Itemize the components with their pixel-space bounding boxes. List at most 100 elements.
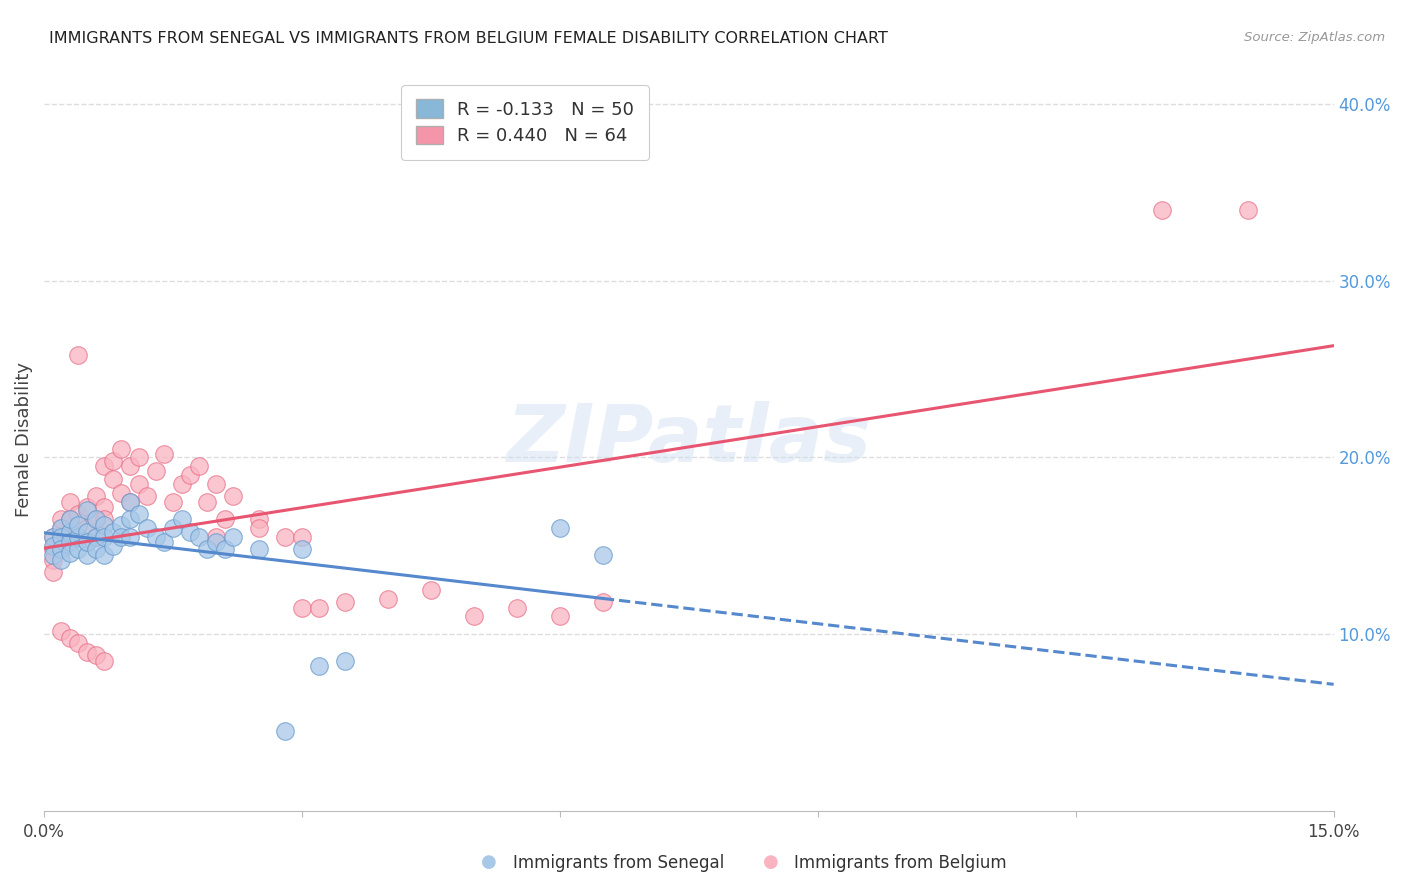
Point <box>145 530 167 544</box>
Point <box>110 442 132 456</box>
Point <box>308 659 330 673</box>
Point <box>67 507 90 521</box>
Point <box>170 512 193 526</box>
Point <box>110 485 132 500</box>
Point <box>274 724 297 739</box>
Point <box>187 459 209 474</box>
Point <box>120 512 142 526</box>
Point <box>93 654 115 668</box>
Point <box>84 512 107 526</box>
Point <box>41 566 63 580</box>
Point <box>84 512 107 526</box>
Point <box>59 631 82 645</box>
Point <box>291 542 314 557</box>
Point <box>51 530 73 544</box>
Point <box>51 553 73 567</box>
Point <box>93 530 115 544</box>
Point <box>162 494 184 508</box>
Point <box>136 489 159 503</box>
Point <box>128 476 150 491</box>
Point <box>76 521 98 535</box>
Point <box>76 645 98 659</box>
Point <box>59 535 82 549</box>
Point <box>41 530 63 544</box>
Y-axis label: Female Disability: Female Disability <box>15 362 32 517</box>
Point <box>128 450 150 465</box>
Point <box>59 512 82 526</box>
Point <box>41 530 63 544</box>
Point <box>120 459 142 474</box>
Point <box>247 521 270 535</box>
Point <box>205 535 228 549</box>
Point <box>101 471 124 485</box>
Point <box>93 517 115 532</box>
Text: ZIPatlas: ZIPatlas <box>506 401 872 479</box>
Point <box>84 530 107 544</box>
Point <box>51 542 73 557</box>
Point <box>377 591 399 606</box>
Point <box>51 530 73 544</box>
Point <box>120 530 142 544</box>
Point <box>205 476 228 491</box>
Point <box>247 542 270 557</box>
Point <box>291 600 314 615</box>
Point <box>110 530 132 544</box>
Point <box>197 542 219 557</box>
Point <box>67 348 90 362</box>
Point <box>222 489 245 503</box>
Point <box>162 521 184 535</box>
Point <box>179 468 201 483</box>
Point <box>187 530 209 544</box>
Legend: R = -0.133   N = 50, R = 0.440   N = 64: R = -0.133 N = 50, R = 0.440 N = 64 <box>401 85 648 160</box>
Point <box>67 530 90 544</box>
Point <box>1150 202 1173 217</box>
Text: IMMIGRANTS FROM SENEGAL VS IMMIGRANTS FROM BELGIUM FEMALE DISABILITY CORRELATION: IMMIGRANTS FROM SENEGAL VS IMMIGRANTS FR… <box>49 31 889 46</box>
Point <box>101 454 124 468</box>
Point <box>308 600 330 615</box>
Text: Source: ZipAtlas.com: Source: ZipAtlas.com <box>1244 31 1385 45</box>
Point <box>110 517 132 532</box>
Point <box>222 530 245 544</box>
Point <box>170 476 193 491</box>
Point <box>120 494 142 508</box>
Point <box>197 494 219 508</box>
Point <box>59 530 82 544</box>
Text: ●: ● <box>762 853 779 871</box>
Point <box>59 546 82 560</box>
Point <box>59 512 82 526</box>
Text: Immigrants from Belgium: Immigrants from Belgium <box>794 855 1007 872</box>
Point <box>76 548 98 562</box>
Point <box>41 539 63 553</box>
Point <box>548 609 571 624</box>
Point <box>128 507 150 521</box>
Point <box>205 530 228 544</box>
Point <box>84 530 107 544</box>
Point <box>76 524 98 539</box>
Point <box>136 521 159 535</box>
Point <box>153 535 176 549</box>
Point <box>51 521 73 535</box>
Point <box>145 465 167 479</box>
Text: ●: ● <box>481 853 498 871</box>
Point <box>120 494 142 508</box>
Point <box>548 521 571 535</box>
Point <box>463 609 485 624</box>
Point <box>51 512 73 526</box>
Point <box>41 542 63 557</box>
Point <box>592 595 614 609</box>
Point <box>93 500 115 514</box>
Point <box>41 553 63 567</box>
Point <box>274 530 297 544</box>
Point <box>51 624 73 638</box>
Point <box>247 512 270 526</box>
Point <box>41 548 63 562</box>
Point <box>179 524 201 539</box>
Point <box>76 535 98 549</box>
Point <box>59 524 82 539</box>
Point <box>67 542 90 557</box>
Point <box>59 494 82 508</box>
Point <box>214 542 236 557</box>
Point <box>93 548 115 562</box>
Point <box>51 542 73 557</box>
Point <box>76 535 98 549</box>
